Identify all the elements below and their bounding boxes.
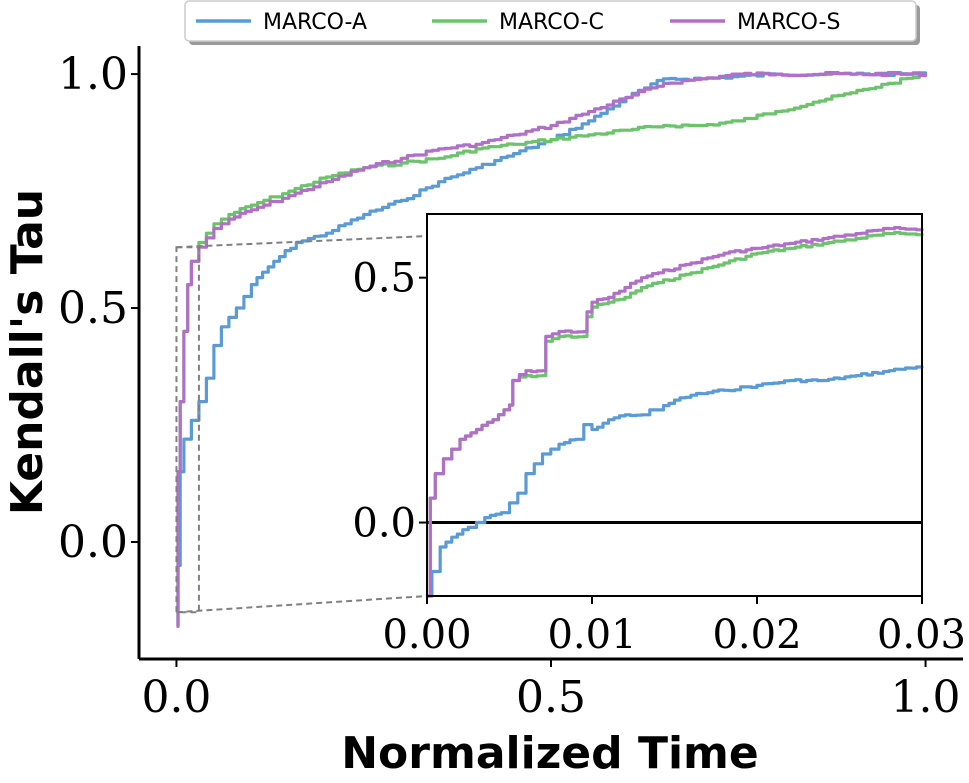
y-tick-label: 0.5: [58, 283, 128, 334]
legend: MARCO-A MARCO-C MARCO-S: [184, 0, 920, 45]
inset-frame: [426, 213, 923, 597]
x-tick-label: 0.5: [516, 672, 586, 723]
legend-box: [184, 0, 917, 42]
inset-y-tick-label: 0.5: [352, 256, 416, 302]
y-tick-label: 1.0: [58, 49, 128, 100]
legend-label-marco-a: MARCO-A: [263, 10, 367, 35]
y-axis-label: Kendall's Tau: [2, 189, 53, 515]
inset-x-tick-label: 0.02: [712, 612, 801, 658]
inset-line-marco-a: [427, 365, 924, 598]
legend-label-marco-c: MARCO-C: [499, 10, 604, 35]
inset-x-tick-label: 0.03: [877, 612, 966, 658]
inset-x-tick-label: 0.01: [547, 612, 636, 658]
x-tick-label: 0.0: [141, 672, 211, 723]
zoom-connector-bottom: [176, 595, 428, 614]
legend-label-marco-s: MARCO-S: [737, 10, 840, 35]
main-line-marco-c: [176, 73, 928, 628]
y-tick-label: 0.0: [58, 517, 128, 568]
x-axis-label: Normalized Time: [341, 728, 759, 779]
inset-line-marco-s: [427, 226, 924, 598]
x-tick-label: 1.0: [891, 672, 961, 723]
main-line-marco-s: [176, 71, 928, 628]
inset-x-tick-label: 0.00: [382, 612, 471, 658]
inset-y-tick-label: 0.0: [352, 501, 416, 547]
